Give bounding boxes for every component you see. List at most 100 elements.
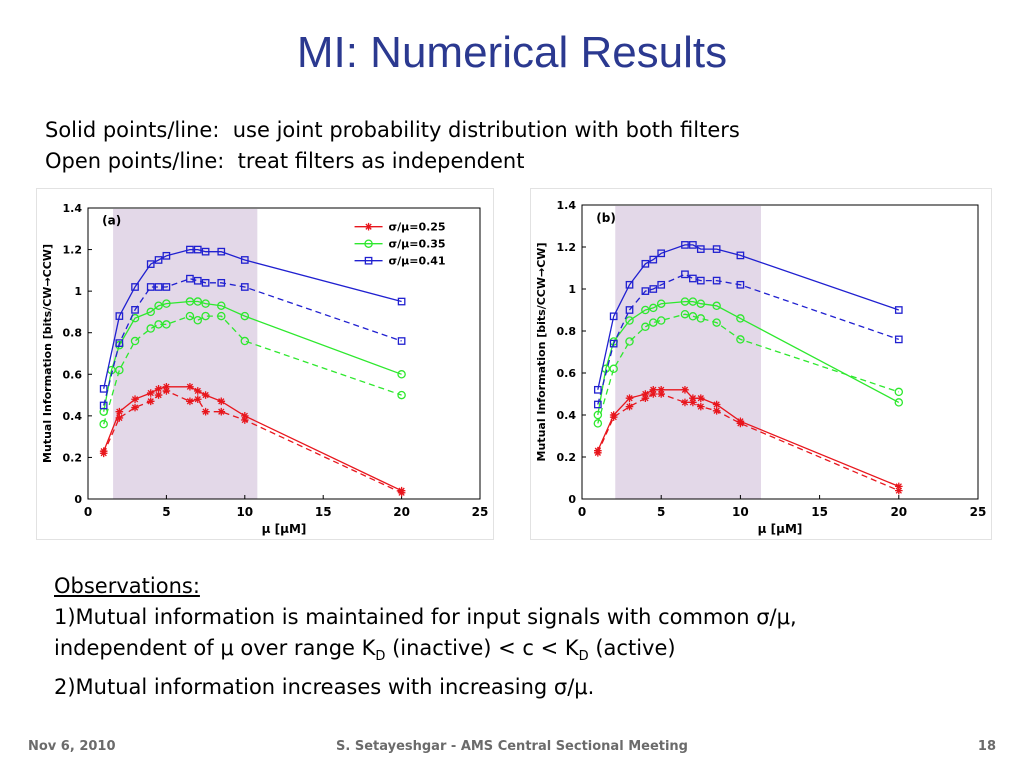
data-point-red-dashed [193, 395, 202, 404]
footer-date: Nov 6, 2010 [28, 739, 116, 754]
y-tick-label: 0.4 [557, 409, 577, 422]
data-point-red-dashed [657, 390, 665, 398]
data-point-blue-solid [115, 312, 124, 320]
data-point-blue-solid [689, 241, 697, 249]
data-point-blue-solid [201, 247, 210, 256]
data-point-blue-solid [146, 260, 155, 268]
chart-b-svg: 0 5 10 15 20 25 0 0.2 0.4 0.6 0.8 1 1.2 1.4 μ [μM] Mutu… [535, 199, 987, 536]
data-point-green-dashed [736, 335, 745, 344]
slide-title: MI: Numerical Results [296, 28, 728, 77]
x-axis-label: μ [μM] [262, 522, 307, 536]
data-point-red-dashed [217, 407, 226, 416]
data-point-blue-solid [193, 245, 202, 254]
data-point-red-solid [154, 385, 163, 393]
data-point-blue-dashed [115, 339, 124, 347]
data-point-blue-solid [894, 306, 903, 314]
data-point-blue-solid [609, 312, 618, 321]
data-point-red-dashed [641, 394, 650, 402]
series-line-blue-dashed [597, 273, 900, 405]
y-tick-label: 1 [568, 283, 576, 296]
data-point-green-solid [240, 311, 250, 321]
data-point-red-solid [689, 394, 697, 402]
data-point-blue-dashed [146, 283, 155, 291]
footer-author: S. Setayeshgar - AMS Central Sectional M… [336, 739, 688, 754]
data-point-blue-dashed [657, 280, 666, 289]
data-point-red-solid [649, 386, 658, 394]
data-point-blue-dashed [681, 270, 689, 279]
y-tick-label: 1.4 [557, 199, 577, 212]
data-point-green-dashed [696, 314, 706, 323]
x-tick-label: 15 [811, 505, 828, 519]
subtitle-solid-line: Solid points/line: use joint probability… [45, 118, 740, 142]
subtitle-open-line: Open points/line: treat filters as indep… [45, 149, 525, 173]
x-tick-label: 10 [732, 505, 749, 519]
x-tick-label: 25 [970, 505, 987, 519]
data-point-blue-dashed [201, 278, 210, 287]
data-point-green-solid [193, 297, 203, 306]
data-point-red-dashed [99, 449, 108, 458]
data-point-blue-solid [240, 256, 249, 264]
y-tick-label: 0.2 [557, 451, 577, 464]
data-point-red-dashed [697, 402, 705, 411]
x-tick-label: 25 [472, 505, 489, 519]
data-point-green-solid [154, 301, 163, 310]
data-point-green-dashed [146, 324, 155, 333]
x-tick-label: 0 [84, 505, 92, 519]
data-point-blue-dashed [240, 283, 249, 291]
kd-subscript-2: D [578, 649, 589, 665]
data-point-green-dashed [240, 336, 250, 346]
y-tick-label: 0.2 [63, 451, 83, 464]
data-point-blue-solid [186, 245, 194, 254]
data-point-blue-dashed [593, 400, 602, 409]
data-point-red-dashed [154, 391, 163, 399]
data-point-blue-dashed [217, 278, 226, 287]
panel-label: (a) [102, 214, 121, 228]
series-line-blue-solid [103, 248, 402, 389]
observation-1-line-1: 1)Mutual information is maintained for i… [54, 605, 797, 629]
data-point-blue-dashed [736, 280, 745, 289]
data-point-red-solid [241, 412, 249, 420]
data-point-red-dashed [241, 416, 249, 424]
data-point-blue-solid [641, 259, 650, 268]
data-point-blue-dashed [154, 283, 163, 291]
data-point-red-dashed [649, 390, 658, 398]
y-tick-label: 0 [568, 493, 576, 506]
legend-marker [364, 256, 373, 265]
data-point-green-solid [712, 301, 721, 311]
legend-entry: σ/μ=0.25 [389, 221, 446, 234]
data-point-green-solid [397, 370, 406, 379]
y-tick-label: 1 [74, 285, 82, 298]
data-point-green-dashed [680, 309, 690, 319]
y-tick-label: 0.6 [557, 367, 577, 380]
series-line-blue-solid [597, 244, 900, 390]
data-point-green-solid [201, 299, 210, 308]
data-point-green-dashed [217, 311, 226, 321]
data-point-blue-dashed [625, 306, 634, 314]
data-point-red-solid [895, 482, 903, 491]
data-point-blue-dashed [193, 276, 202, 285]
data-point-blue-dashed [689, 274, 697, 283]
panel-label: (b) [596, 211, 616, 225]
data-point-green-solid [162, 299, 171, 308]
x-tick-label: 10 [236, 505, 253, 519]
data-point-green-solid [217, 301, 226, 310]
y-tick-label: 0.8 [63, 327, 83, 340]
data-point-green-solid [736, 314, 745, 323]
data-point-red-dashed [609, 413, 618, 421]
data-point-red-solid [697, 394, 705, 402]
data-point-blue-dashed [696, 276, 705, 285]
shaded-region [113, 209, 258, 499]
data-point-red-solid [146, 389, 155, 397]
data-point-red-dashed [115, 414, 124, 422]
data-point-red-dashed [397, 488, 406, 497]
observation-1-text-a: independent of μ over range K [54, 636, 376, 660]
series-line-green-dashed [103, 315, 402, 425]
data-point-blue-dashed [712, 276, 721, 285]
data-point-green-dashed [99, 419, 108, 429]
x-axis-label: μ [μM] [758, 522, 803, 536]
x-tick-label: 0 [578, 505, 586, 519]
series-line-red-solid [597, 389, 900, 488]
data-point-red-dashed [146, 397, 155, 406]
data-point-blue-solid [712, 245, 721, 253]
x-tick-label: 20 [890, 505, 907, 519]
